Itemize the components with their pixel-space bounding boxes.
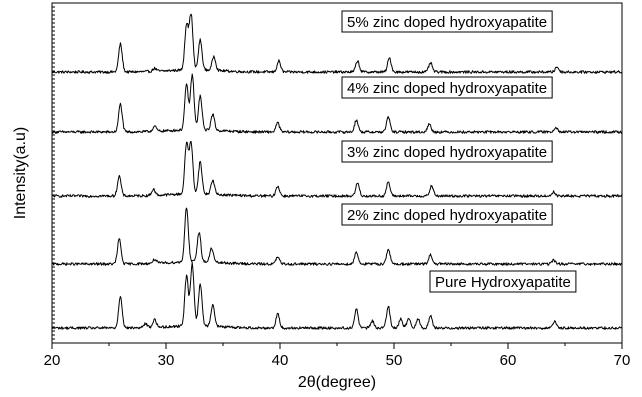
legend-layer: 5% zinc doped hydroxyapatite 4% zinc dope… [341,10,577,293]
y-axis-minor-ticks [52,6,55,340]
legend-label-5: Pure Hydroxyapatite [435,274,571,291]
legend-label-1: 5% zinc doped hydroxyapatite [347,14,547,31]
series-line-3 [52,141,623,198]
x-tick-label-20: 20 [44,352,61,369]
legend-label-3: 3% zinc doped hydroxyapatite [347,144,547,161]
x-axis-title: 2θ(degree) [298,374,376,391]
legend-box-2 [341,76,553,99]
legend-item-1: 5% zinc doped hydroxyapatite [341,10,553,33]
x-tick-label-50: 50 [386,352,403,369]
x-tick-label-70: 70 [614,352,631,369]
y-axis-title: Intensity(a.u) [12,127,29,219]
series-line-2 [51,73,623,134]
series-line-4 [51,207,623,266]
legend-item-4: 2% zinc doped hydroxyapatite [341,203,553,226]
x-tick-label-60: 60 [500,352,517,369]
legend-box-1 [341,10,553,33]
legend-label-4: 2% zinc doped hydroxyapatite [347,207,547,224]
legend-box-3 [341,140,553,163]
x-axis-ticks [51,343,623,349]
legend-item-3: 3% zinc doped hydroxyapatite [341,140,553,163]
legend-label-2: 4% zinc doped hydroxyapatite [347,80,547,97]
x-axis-tick-labels: 20 30 40 50 60 70 [44,352,631,369]
legend-box-4 [341,203,553,226]
series-line-5 [51,261,623,330]
legend-box-5 [429,270,577,293]
x-tick-label-30: 30 [158,352,175,369]
legend-item-5: Pure Hydroxyapatite [429,270,577,293]
legend-item-2: 4% zinc doped hydroxyapatite [341,76,553,99]
x-tick-label-40: 40 [272,352,289,369]
series-layer [51,13,623,330]
series-line-1 [51,13,623,74]
